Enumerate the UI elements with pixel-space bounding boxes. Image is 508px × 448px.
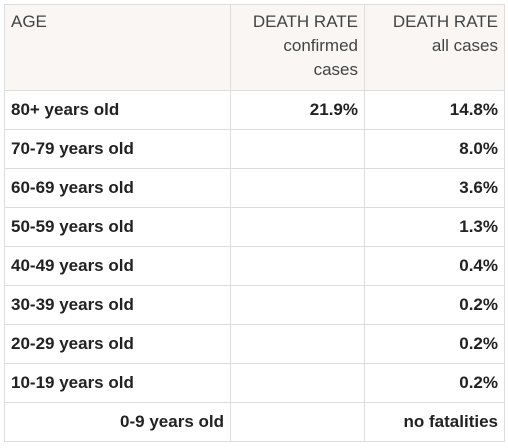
table-row: 30-39 years old 0.2% — [4, 285, 505, 325]
header-row: AGE DEATH RATE confirmed cases DEATH RAT… — [4, 4, 505, 91]
header-confirmed-line1: DEATH RATE — [252, 12, 358, 31]
all-cases-rate-cell: 0.2% — [364, 285, 505, 325]
all-cases-rate-cell: 0.2% — [364, 324, 505, 364]
age-cell: 50-59 years old — [4, 207, 231, 247]
table-row: 10-19 years old 0.2% — [4, 363, 505, 403]
table-row: 0-9 years old no fatalities — [4, 402, 505, 442]
header-confirmed-line2: confirmed — [283, 36, 358, 55]
table-row: 50-59 years old 1.3% — [4, 207, 505, 247]
confirmed-rate-cell — [230, 207, 365, 247]
confirmed-rate-cell — [230, 168, 365, 208]
all-cases-rate-cell: 1.3% — [364, 207, 505, 247]
all-cases-rate-cell: 3.6% — [364, 168, 505, 208]
confirmed-rate-cell — [230, 363, 365, 403]
age-cell: 60-69 years old — [4, 168, 231, 208]
age-cell: 40-49 years old — [4, 246, 231, 286]
table-row: 60-69 years old 3.6% — [4, 168, 505, 208]
header-all-line1: DEATH RATE — [392, 12, 498, 31]
header-confirmed-line3: cases — [313, 60, 358, 79]
age-cell: 10-19 years old — [4, 363, 231, 403]
age-cell: 70-79 years old — [4, 129, 231, 169]
header-all-line2: all cases — [431, 36, 498, 55]
age-cell: 20-29 years old — [4, 324, 231, 364]
all-cases-rate-cell: 8.0% — [364, 129, 505, 169]
confirmed-rate-cell: 21.9% — [230, 90, 365, 130]
table-row: 70-79 years old 8.0% — [4, 129, 505, 169]
header-age-label: AGE — [11, 12, 47, 31]
age-cell: 0-9 years old — [4, 402, 231, 442]
header-death-rate-confirmed: DEATH RATE confirmed cases — [230, 4, 365, 91]
all-cases-rate-cell: 0.2% — [364, 363, 505, 403]
table-body: 80+ years old 21.9% 14.8% 70-79 years ol… — [4, 90, 505, 442]
confirmed-rate-cell — [230, 402, 365, 442]
header-death-rate-all: DEATH RATE all cases — [364, 4, 505, 91]
confirmed-rate-cell — [230, 246, 365, 286]
age-cell: 80+ years old — [4, 90, 231, 130]
all-cases-rate-cell: no fatalities — [364, 402, 505, 442]
table-row: 40-49 years old 0.4% — [4, 246, 505, 286]
all-cases-rate-cell: 0.4% — [364, 246, 505, 286]
table-header: AGE DEATH RATE confirmed cases DEATH RAT… — [4, 4, 505, 91]
age-cell: 30-39 years old — [4, 285, 231, 325]
confirmed-rate-cell — [230, 285, 365, 325]
table-row: 20-29 years old 0.2% — [4, 324, 505, 364]
death-rate-table: AGE DEATH RATE confirmed cases DEATH RAT… — [4, 4, 505, 442]
table-row: 80+ years old 21.9% 14.8% — [4, 90, 505, 130]
confirmed-rate-cell — [230, 324, 365, 364]
confirmed-rate-cell — [230, 129, 365, 169]
all-cases-rate-cell: 14.8% — [364, 90, 505, 130]
header-age: AGE — [4, 4, 231, 91]
